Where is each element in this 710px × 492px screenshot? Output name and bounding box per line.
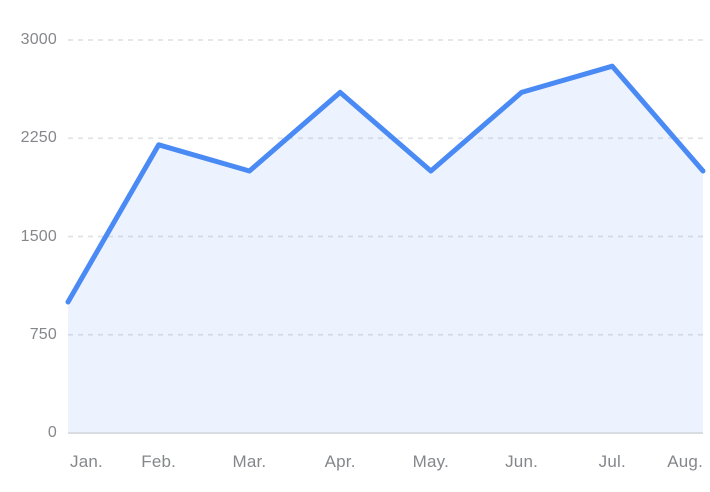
y-axis-tick-label: 0 — [47, 424, 57, 441]
line-series — [65, 63, 706, 305]
x-axis-label: Jun. — [505, 452, 539, 471]
x-axis-label: May. — [412, 452, 450, 471]
x-axis-label: Feb. — [141, 452, 177, 471]
x-axis-label: Apr. — [324, 452, 356, 471]
y-axis-tick-label: 3000 — [20, 31, 57, 48]
area-fill — [68, 66, 703, 433]
x-axis-label: Mar. — [232, 452, 267, 471]
y-axis-tick-label: 2250 — [20, 129, 57, 147]
x-axis-label: Jul. — [598, 452, 626, 471]
y-axis-tick-label: 750 — [29, 325, 57, 343]
x-axis-label: Jan. — [70, 452, 103, 471]
y-axis-tick-label: 1500 — [20, 227, 57, 245]
x-axis-label: Aug. — [667, 452, 703, 471]
